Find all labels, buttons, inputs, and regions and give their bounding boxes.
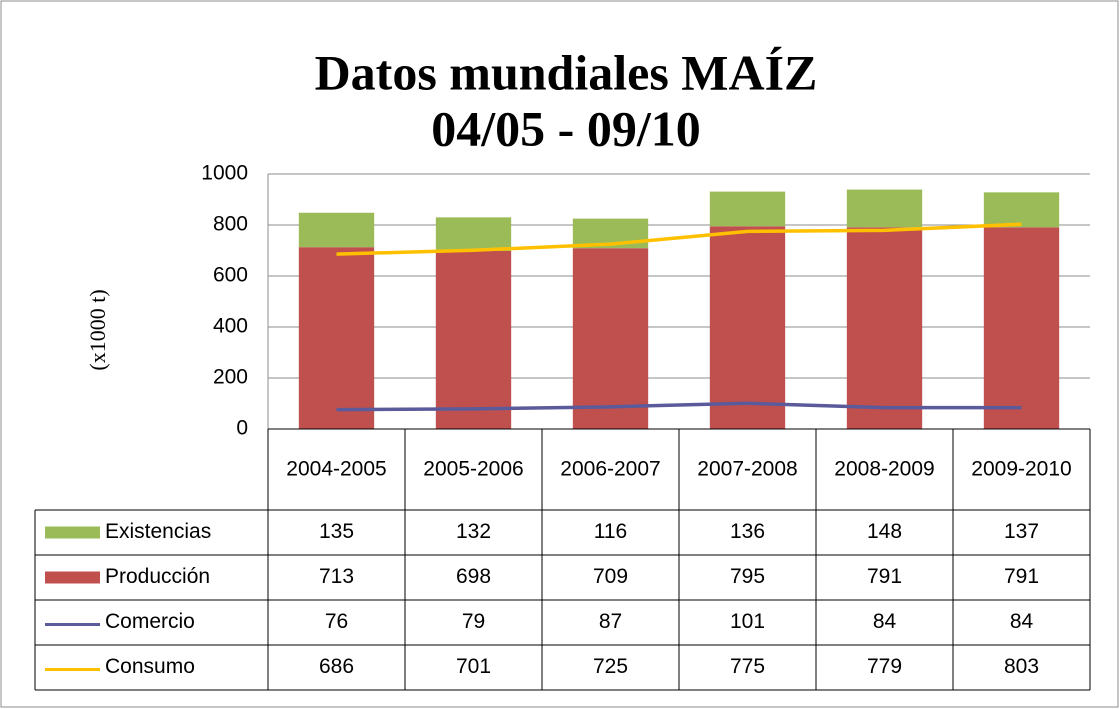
bar — [298, 247, 375, 429]
line — [336, 401, 1022, 412]
bar — [846, 227, 923, 429]
table-value: 803 — [1004, 655, 1039, 678]
bar — [709, 191, 786, 227]
legend-label: Producción — [105, 565, 210, 588]
y-tick-label: 400 — [213, 315, 248, 338]
line — [336, 222, 1022, 256]
table-value: 701 — [456, 655, 491, 678]
legend-label: Consumo — [105, 655, 195, 678]
table-value: 791 — [1004, 565, 1039, 588]
bar — [572, 248, 649, 429]
legend-key — [45, 526, 100, 539]
table-value: 686 — [319, 655, 354, 678]
x-tick-label: 2009-2010 — [971, 458, 1071, 481]
x-tick-label: 2004-2005 — [286, 458, 386, 481]
y-tick-label: 200 — [213, 366, 248, 389]
bar — [846, 189, 923, 228]
legend-label: Existencias — [105, 520, 211, 543]
table-value: 709 — [593, 565, 628, 588]
bar — [983, 192, 1060, 228]
table-value: 79 — [462, 610, 485, 633]
table-value: 791 — [867, 565, 902, 588]
table-value: 116 — [594, 520, 627, 543]
legend-label: Comercio — [105, 610, 195, 633]
table-value: 136 — [730, 520, 765, 543]
y-tick-label: 0 — [236, 417, 248, 440]
table-value: 775 — [730, 655, 765, 678]
table-value: 795 — [730, 565, 765, 588]
table-value: 725 — [593, 655, 628, 678]
table-value: 84 — [873, 610, 897, 633]
table-value: 76 — [325, 610, 348, 633]
y-axis-label: (x1000 t) — [85, 289, 110, 370]
table-value: 698 — [456, 565, 491, 588]
legend-key — [45, 571, 100, 584]
bar — [435, 251, 512, 429]
x-tick-label: 2007-2008 — [697, 458, 797, 481]
x-tick-label: 2005-2006 — [423, 458, 523, 481]
chart-title: Datos mundiales MAÍZ — [315, 44, 818, 100]
bar — [983, 227, 1060, 429]
table-value: 87 — [599, 610, 622, 633]
table-value: 779 — [867, 655, 902, 678]
table-value: 148 — [867, 520, 902, 543]
table-value: 84 — [1010, 610, 1034, 633]
y-tick-label: 1000 — [201, 162, 248, 185]
x-tick-label: 2006-2007 — [560, 458, 660, 481]
bar — [298, 212, 375, 248]
chart-title: 04/05 - 09/10 — [431, 100, 700, 156]
table-value: 137 — [1004, 520, 1039, 543]
table-value: 132 — [456, 520, 491, 543]
y-tick-label: 800 — [213, 213, 248, 236]
x-tick-label: 2008-2009 — [834, 458, 934, 481]
table-value: 713 — [319, 565, 354, 588]
bar — [435, 217, 512, 252]
bar — [709, 226, 786, 429]
y-tick-label: 600 — [213, 264, 248, 287]
table-value: 101 — [730, 610, 765, 633]
table-value: 135 — [319, 520, 354, 543]
